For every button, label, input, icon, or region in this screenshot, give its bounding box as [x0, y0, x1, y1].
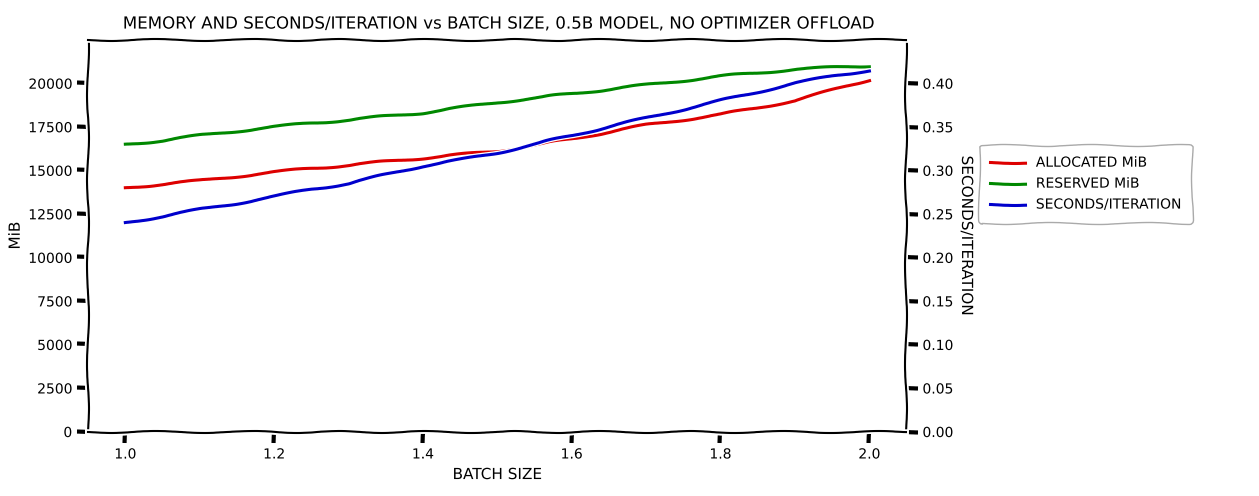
- Y-axis label: SECONDS/ITERATION: SECONDS/ITERATION: [959, 156, 974, 315]
- RESERVED MiB: [118, 141, 133, 147]
- X-axis label: BATCH SIZE: BATCH SIZE: [452, 467, 543, 482]
- Legend: ALLOCATED MiB, RESERVED MiB, SECONDS/ITERATION: ALLOCATED MiB, RESERVED MiB, SECONDS/ITE…: [980, 145, 1192, 223]
- SECONDS/ITERATION: [861, 67, 876, 73]
- ALLOCATED MiB: [155, 181, 170, 187]
- RESERVED MiB: [378, 113, 393, 119]
- SECONDS/ITERATION: [676, 106, 691, 112]
- ALLOCATED MiB: [341, 162, 356, 168]
- RESERVED MiB: [193, 132, 208, 138]
- RESERVED MiB: [750, 70, 765, 76]
- ALLOCATED MiB: [229, 174, 244, 180]
- SECONDS/ITERATION: [452, 157, 467, 163]
- RESERVED MiB: [155, 138, 170, 144]
- SECONDS/ITERATION: [341, 181, 356, 186]
- RESERVED MiB: [787, 66, 802, 72]
- RESERVED MiB: [825, 64, 840, 70]
- ALLOCATED MiB: [452, 152, 467, 158]
- RESERVED MiB: [528, 95, 543, 101]
- ALLOCATED MiB: [193, 178, 208, 184]
- ALLOCATED MiB: [118, 185, 133, 190]
- SECONDS/ITERATION: [415, 163, 431, 169]
- SECONDS/ITERATION: [638, 115, 653, 121]
- ALLOCATED MiB: [638, 122, 653, 128]
- ALLOCATED MiB: [787, 98, 802, 104]
- Title: MEMORY AND SECONDS/ITERATION vs BATCH SIZE, 0.5B MODEL, NO OPTIMIZER OFFLOAD: MEMORY AND SECONDS/ITERATION vs BATCH SI…: [123, 14, 871, 33]
- ALLOCATED MiB: [303, 166, 319, 172]
- ALLOCATED MiB: [825, 87, 840, 93]
- RESERVED MiB: [713, 73, 728, 79]
- RESERVED MiB: [861, 63, 876, 69]
- RESERVED MiB: [229, 128, 244, 134]
- SECONDS/ITERATION: [564, 132, 579, 138]
- SECONDS/ITERATION: [602, 124, 617, 130]
- SECONDS/ITERATION: [825, 73, 840, 79]
- RESERVED MiB: [676, 78, 691, 84]
- RESERVED MiB: [303, 121, 319, 126]
- RESERVED MiB: [564, 91, 579, 97]
- ALLOCATED MiB: [750, 105, 765, 111]
- RESERVED MiB: [452, 105, 467, 111]
- ALLOCATED MiB: [602, 129, 617, 135]
- RESERVED MiB: [602, 86, 617, 92]
- SECONDS/ITERATION: [490, 150, 505, 156]
- ALLOCATED MiB: [676, 117, 691, 123]
- SECONDS/ITERATION: [787, 80, 802, 86]
- Y-axis label: MiB: MiB: [8, 222, 23, 249]
- SECONDS/ITERATION: [193, 206, 208, 212]
- Line: ALLOCATED MiB: ALLOCATED MiB: [126, 80, 869, 187]
- RESERVED MiB: [341, 117, 356, 123]
- SECONDS/ITERATION: [713, 98, 728, 104]
- SECONDS/ITERATION: [303, 186, 319, 192]
- SECONDS/ITERATION: [229, 200, 244, 206]
- Line: RESERVED MiB: RESERVED MiB: [126, 66, 869, 144]
- ALLOCATED MiB: [861, 77, 876, 83]
- ALLOCATED MiB: [713, 112, 728, 118]
- RESERVED MiB: [415, 110, 431, 116]
- SECONDS/ITERATION: [750, 89, 765, 95]
- ALLOCATED MiB: [378, 159, 393, 165]
- RESERVED MiB: [267, 124, 282, 130]
- SECONDS/ITERATION: [528, 141, 543, 147]
- ALLOCATED MiB: [267, 169, 282, 175]
- SECONDS/ITERATION: [155, 213, 170, 219]
- ALLOCATED MiB: [415, 155, 431, 161]
- SECONDS/ITERATION: [378, 172, 393, 178]
- RESERVED MiB: [638, 82, 653, 88]
- ALLOCATED MiB: [528, 142, 543, 148]
- RESERVED MiB: [490, 99, 505, 105]
- Line: SECONDS/ITERATION: SECONDS/ITERATION: [126, 70, 869, 223]
- SECONDS/ITERATION: [267, 193, 282, 199]
- ALLOCATED MiB: [490, 148, 505, 154]
- ALLOCATED MiB: [564, 136, 579, 142]
- SECONDS/ITERATION: [118, 220, 133, 226]
